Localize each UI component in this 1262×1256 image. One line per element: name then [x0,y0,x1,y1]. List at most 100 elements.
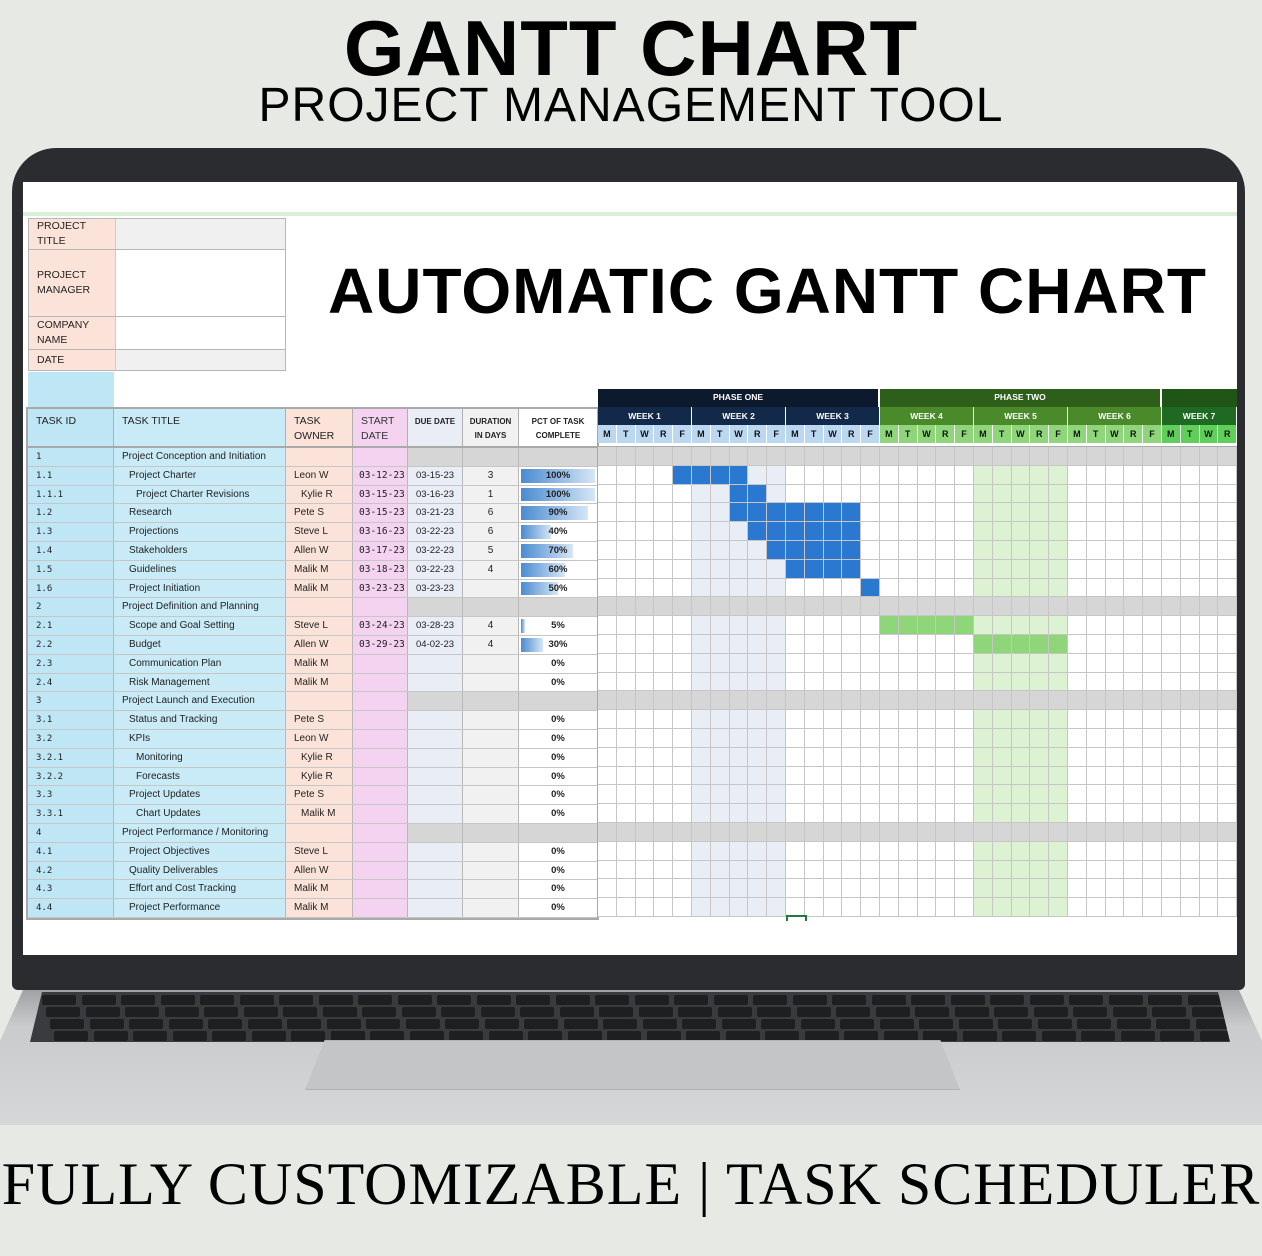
gantt-cell[interactable] [710,653,730,673]
gantt-cell[interactable] [992,860,1012,880]
gantt-cell[interactable] [691,484,711,504]
gantt-cell[interactable] [1049,841,1068,861]
cell-owner[interactable]: Kylie R [286,748,353,767]
gantt-cell[interactable] [616,503,636,523]
gantt-bar-cell[interactable] [748,503,768,523]
gantt-cell[interactable] [1030,465,1050,485]
gantt-bar-cell[interactable] [973,634,993,654]
gantt-cell[interactable] [842,841,862,861]
gantt-cell[interactable] [1180,785,1200,805]
gantt-cell[interactable] [955,841,974,861]
cell-id[interactable]: 4.4 [28,899,114,917]
cell-start[interactable] [353,861,408,880]
gantt-cell[interactable] [1105,766,1125,786]
gantt-cell[interactable] [879,710,899,729]
gantt-cell[interactable] [654,879,674,899]
gantt-cell[interactable] [1180,634,1200,654]
gantt-cell[interactable] [861,484,880,504]
gantt-cell[interactable] [861,465,880,485]
gantt-cell[interactable] [1180,522,1200,541]
gantt-cell[interactable] [1011,447,1031,466]
gantt-cell[interactable] [654,484,674,504]
gantt-cell[interactable] [973,522,993,541]
gantt-cell[interactable] [710,616,730,635]
gantt-cell[interactable] [673,503,692,523]
gantt-cell[interactable] [598,465,617,485]
cell-title[interactable]: Monitoring [114,748,286,767]
gantt-cell[interactable] [879,728,899,748]
gantt-cell[interactable] [936,785,956,805]
gantt-cell[interactable] [1086,691,1106,711]
gantt-cell[interactable] [1030,616,1050,635]
gantt-cell[interactable] [1199,465,1219,485]
gantt-cell[interactable] [1199,616,1219,635]
cell-start[interactable] [353,711,408,729]
gantt-cell[interactable] [654,898,674,917]
gantt-cell[interactable] [635,447,655,466]
gantt-cell[interactable] [917,634,937,654]
gantt-cell[interactable] [785,447,805,466]
gantt-cell[interactable] [1105,465,1125,485]
gantt-cell[interactable] [767,672,786,692]
gantt-cell[interactable] [992,822,1012,842]
cell-start[interactable]: 03-24-23 [353,617,408,635]
cell-due[interactable]: 04-02-23 [408,635,463,654]
cell-duration[interactable]: 1 [463,485,519,504]
gantt-cell[interactable] [917,559,937,579]
cell-owner[interactable] [286,598,353,617]
gantt-cell[interactable] [936,484,956,504]
cell-start[interactable] [353,842,408,861]
gantt-cell[interactable] [654,634,674,654]
gantt-cell[interactable] [1011,578,1031,598]
gantt-cell[interactable] [973,559,993,579]
gantt-cell[interactable] [654,766,674,786]
gantt-cell[interactable] [598,691,617,711]
cell-start[interactable] [353,767,408,786]
gantt-cell[interactable] [785,578,805,598]
gantt-cell[interactable] [1180,559,1200,579]
gantt-cell[interactable] [710,860,730,880]
gantt-cell[interactable] [1199,597,1219,617]
gantt-cell[interactable] [1086,503,1106,523]
gantt-cell[interactable] [691,634,711,654]
gantt-cell[interactable] [1049,447,1068,466]
gantt-cell[interactable] [1049,785,1068,805]
gantt-cell[interactable] [955,653,974,673]
cell-id[interactable]: 3.3.1 [28,805,114,823]
gantt-cell[interactable] [598,766,617,786]
gantt-cell[interactable] [710,672,730,692]
gantt-cell[interactable] [992,447,1012,466]
gantt-cell[interactable] [1030,804,1050,823]
gantt-cell[interactable] [767,898,786,917]
gantt-cell[interactable] [804,634,824,654]
gantt-bar-cell[interactable] [842,540,862,560]
gantt-cell[interactable] [1067,785,1087,805]
gantt-cell[interactable] [1067,841,1087,861]
gantt-cell[interactable] [673,447,692,466]
gantt-cell[interactable] [785,728,805,748]
cell-id[interactable]: 1.4 [28,541,114,560]
gantt-cell[interactable] [1011,597,1031,617]
gantt-cell[interactable] [879,691,899,711]
gantt-cell[interactable] [785,747,805,767]
gantt-cell[interactable] [729,728,749,748]
cell-start[interactable]: 03-23-23 [353,579,408,598]
gantt-cell[interactable] [1086,634,1106,654]
gantt-cell[interactable] [1218,822,1237,842]
gantt-cell[interactable] [992,691,1012,711]
cell-pct-complete[interactable]: 60% [519,560,597,579]
gantt-cell[interactable] [823,710,843,729]
gantt-cell[interactable] [1011,540,1031,560]
cell-duration[interactable] [463,673,519,692]
gantt-cell[interactable] [823,691,843,711]
gantt-cell[interactable] [1161,653,1181,673]
task-row[interactable]: 4.1 Project Objectives Steve L 0% [28,842,597,862]
cell-start[interactable] [353,729,408,748]
gantt-cell[interactable] [1143,747,1162,767]
gantt-cell[interactable] [1143,616,1162,635]
gantt-cell[interactable] [804,747,824,767]
gantt-cell[interactable] [1086,822,1106,842]
gantt-cell[interactable] [1180,691,1200,711]
cell-title[interactable]: Risk Management [114,673,286,692]
gantt-cell[interactable] [1030,728,1050,748]
